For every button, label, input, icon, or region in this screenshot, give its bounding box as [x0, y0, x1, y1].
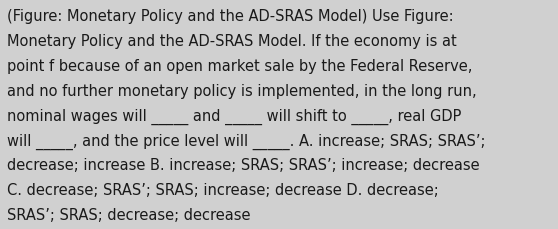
Text: (Figure: Monetary Policy and the AD-SRAS Model) Use Figure:: (Figure: Monetary Policy and the AD-SRAS…	[7, 9, 454, 24]
Text: nominal wages will _____ and _____ will shift to _____, real GDP: nominal wages will _____ and _____ will …	[7, 108, 461, 124]
Text: decrease; increase B. increase; SRAS; SRAS’; increase; decrease: decrease; increase B. increase; SRAS; SR…	[7, 158, 480, 172]
Text: and no further monetary policy is implemented, in the long run,: and no further monetary policy is implem…	[7, 83, 477, 98]
Text: C. decrease; SRAS’; SRAS; increase; decrease D. decrease;: C. decrease; SRAS’; SRAS; increase; decr…	[7, 182, 439, 197]
Text: point f because of an open market sale by the Federal Reserve,: point f because of an open market sale b…	[7, 59, 473, 74]
Text: Monetary Policy and the AD-SRAS Model. If the economy is at: Monetary Policy and the AD-SRAS Model. I…	[7, 34, 457, 49]
Text: SRAS’; SRAS; decrease; decrease: SRAS’; SRAS; decrease; decrease	[7, 207, 251, 222]
Text: will _____, and the price level will _____. A. increase; SRAS; SRAS’;: will _____, and the price level will ___…	[7, 133, 486, 149]
